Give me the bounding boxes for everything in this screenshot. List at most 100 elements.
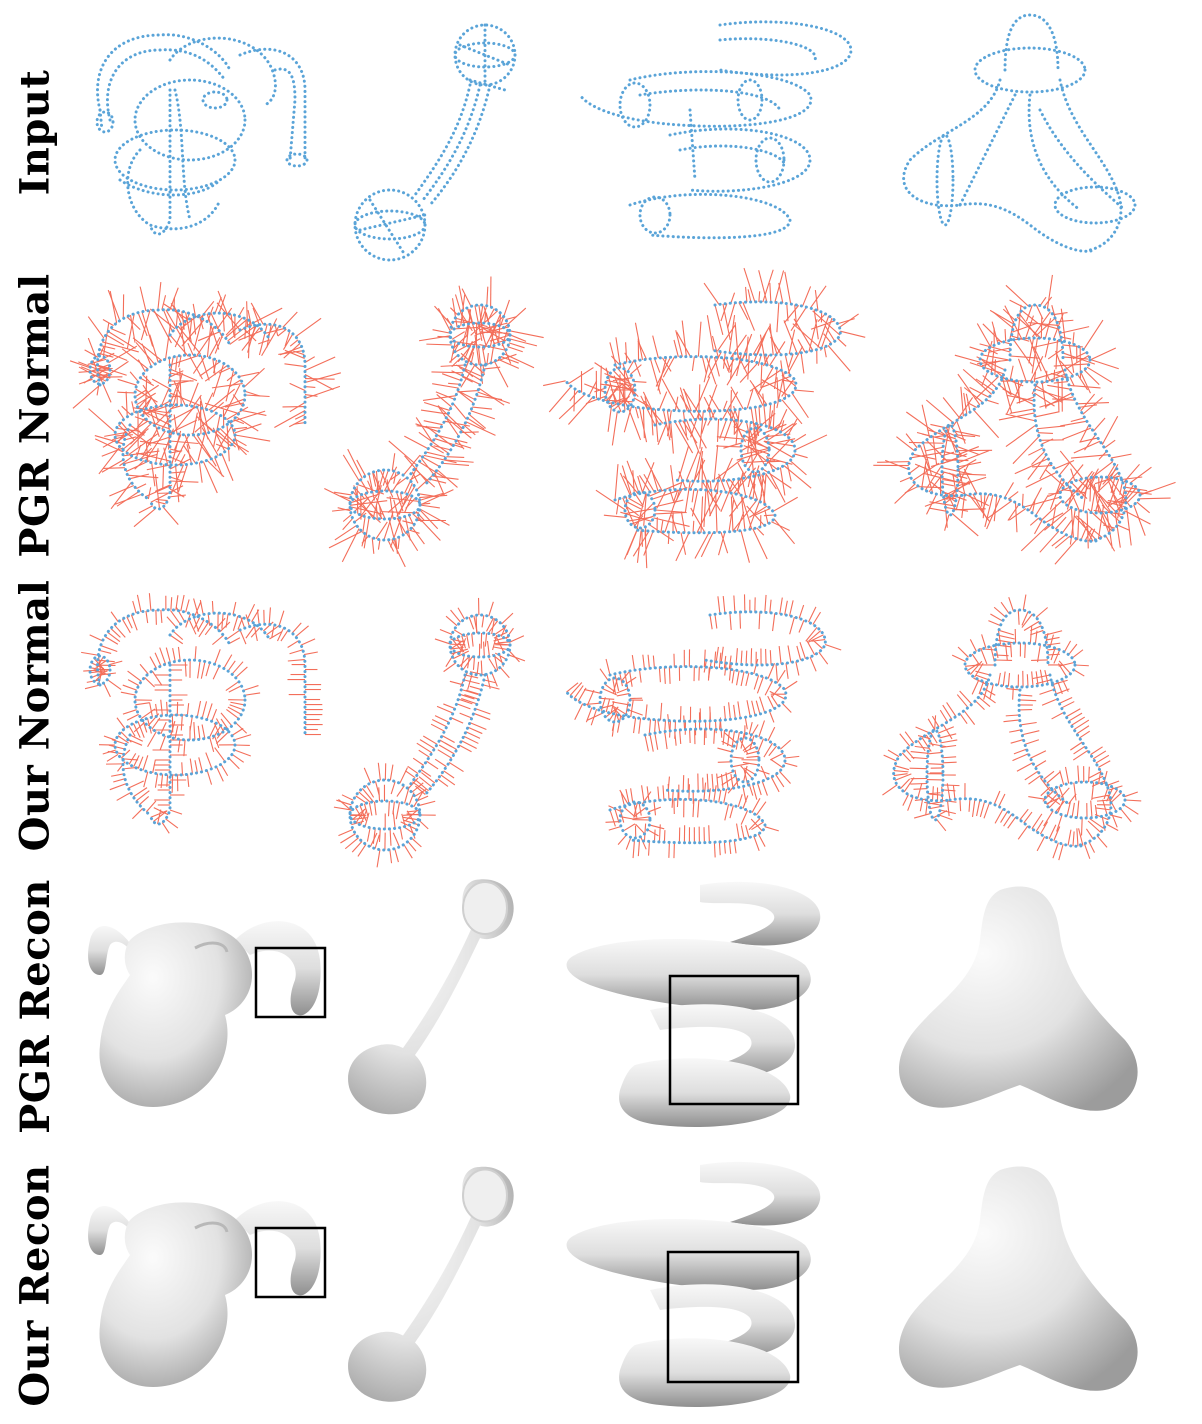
normal-line	[939, 809, 956, 815]
normal-line	[204, 392, 214, 410]
normal-line	[509, 334, 527, 342]
normal-line	[1039, 461, 1051, 480]
normal-line	[1076, 401, 1109, 405]
normal-line	[1089, 817, 1105, 829]
normal-line	[136, 483, 147, 490]
normal-line	[419, 739, 435, 750]
normal-line	[729, 334, 747, 359]
normal-line	[403, 819, 419, 826]
normal-line	[806, 640, 816, 656]
normal-line	[389, 496, 394, 519]
normal-line	[397, 536, 400, 549]
normal-line	[752, 528, 768, 560]
normal-line	[157, 281, 162, 311]
normal-line	[1088, 841, 1096, 853]
normal-line	[910, 751, 929, 754]
normal-line	[461, 635, 466, 649]
normal-line	[1096, 471, 1119, 494]
normal-line	[733, 426, 748, 433]
normal-line	[170, 610, 181, 625]
normals-clean	[566, 594, 842, 859]
normal-line	[728, 499, 735, 532]
normal-line	[786, 463, 792, 482]
normal-line	[1059, 697, 1073, 704]
normal-line	[1089, 358, 1119, 370]
pgr-normal-ram-head	[69, 281, 360, 545]
normal-line	[957, 446, 980, 456]
normal-line	[773, 518, 795, 545]
normal-line	[708, 825, 710, 843]
normal-line	[740, 765, 753, 780]
normal-line	[697, 451, 704, 482]
normal-line	[127, 670, 142, 682]
normal-line	[1065, 708, 1081, 718]
normal-line	[959, 690, 973, 705]
normal-line	[396, 517, 407, 534]
normal-line	[993, 606, 1006, 618]
normal-line	[703, 649, 706, 668]
normal-line	[368, 802, 373, 816]
normal-line	[1053, 826, 1061, 842]
normal-line	[153, 810, 168, 822]
normal-line	[643, 531, 654, 556]
normal-line	[418, 461, 446, 479]
normal-line	[921, 737, 932, 752]
normal-line	[117, 409, 125, 420]
normal-line	[766, 455, 774, 471]
normal-line	[423, 454, 457, 464]
normal-line	[479, 331, 510, 334]
normal-line	[981, 493, 990, 512]
normal-line	[776, 669, 786, 684]
normal-line	[418, 492, 444, 502]
normal-line	[779, 597, 783, 615]
normal-line	[621, 670, 631, 681]
normal-line	[983, 682, 989, 700]
normal-line	[373, 801, 377, 816]
normal-line	[418, 335, 451, 342]
normal-line	[1067, 829, 1072, 846]
normal-line	[1017, 610, 1020, 625]
normal-line	[669, 720, 672, 738]
normal-line	[1071, 802, 1075, 818]
pgr-recon-spiral-spring	[550, 870, 840, 1140]
normal-line	[418, 776, 433, 788]
normal-line	[727, 302, 736, 329]
normal-line	[756, 782, 762, 796]
normal-line	[139, 407, 171, 418]
normal-line	[419, 489, 454, 506]
normal-line	[649, 824, 665, 830]
normal-line	[646, 786, 650, 802]
normal-line	[499, 666, 510, 679]
normal-line	[382, 469, 389, 486]
normal-line	[169, 634, 184, 645]
normal-line	[491, 618, 496, 635]
normal-line	[762, 269, 774, 303]
normal-line	[748, 817, 761, 831]
normal-line	[1110, 453, 1132, 459]
normal-line	[776, 302, 780, 333]
normal-line	[997, 634, 1015, 640]
normal-line	[745, 650, 748, 665]
normal-line	[798, 619, 805, 633]
normal-line	[216, 307, 233, 330]
normal-line	[101, 447, 124, 457]
normal-line	[773, 368, 778, 389]
normal-line	[204, 365, 228, 382]
normal-line	[107, 289, 121, 321]
normal-line	[91, 670, 108, 679]
normal-line	[464, 674, 479, 679]
normal-line	[1106, 501, 1126, 508]
normal-line	[1098, 770, 1102, 784]
normal-line	[375, 480, 380, 492]
normal-line	[469, 722, 487, 731]
normal-line	[604, 683, 616, 693]
normal-line	[927, 718, 936, 730]
normal-line	[378, 787, 381, 802]
normal-line	[500, 356, 519, 364]
normal-line	[1098, 476, 1104, 490]
normal-line	[1067, 484, 1081, 513]
normal-line	[103, 682, 111, 698]
row-label-pgr-normal: PGR Normal	[11, 272, 59, 558]
normal-line	[1052, 679, 1068, 686]
normal-line	[180, 594, 185, 612]
